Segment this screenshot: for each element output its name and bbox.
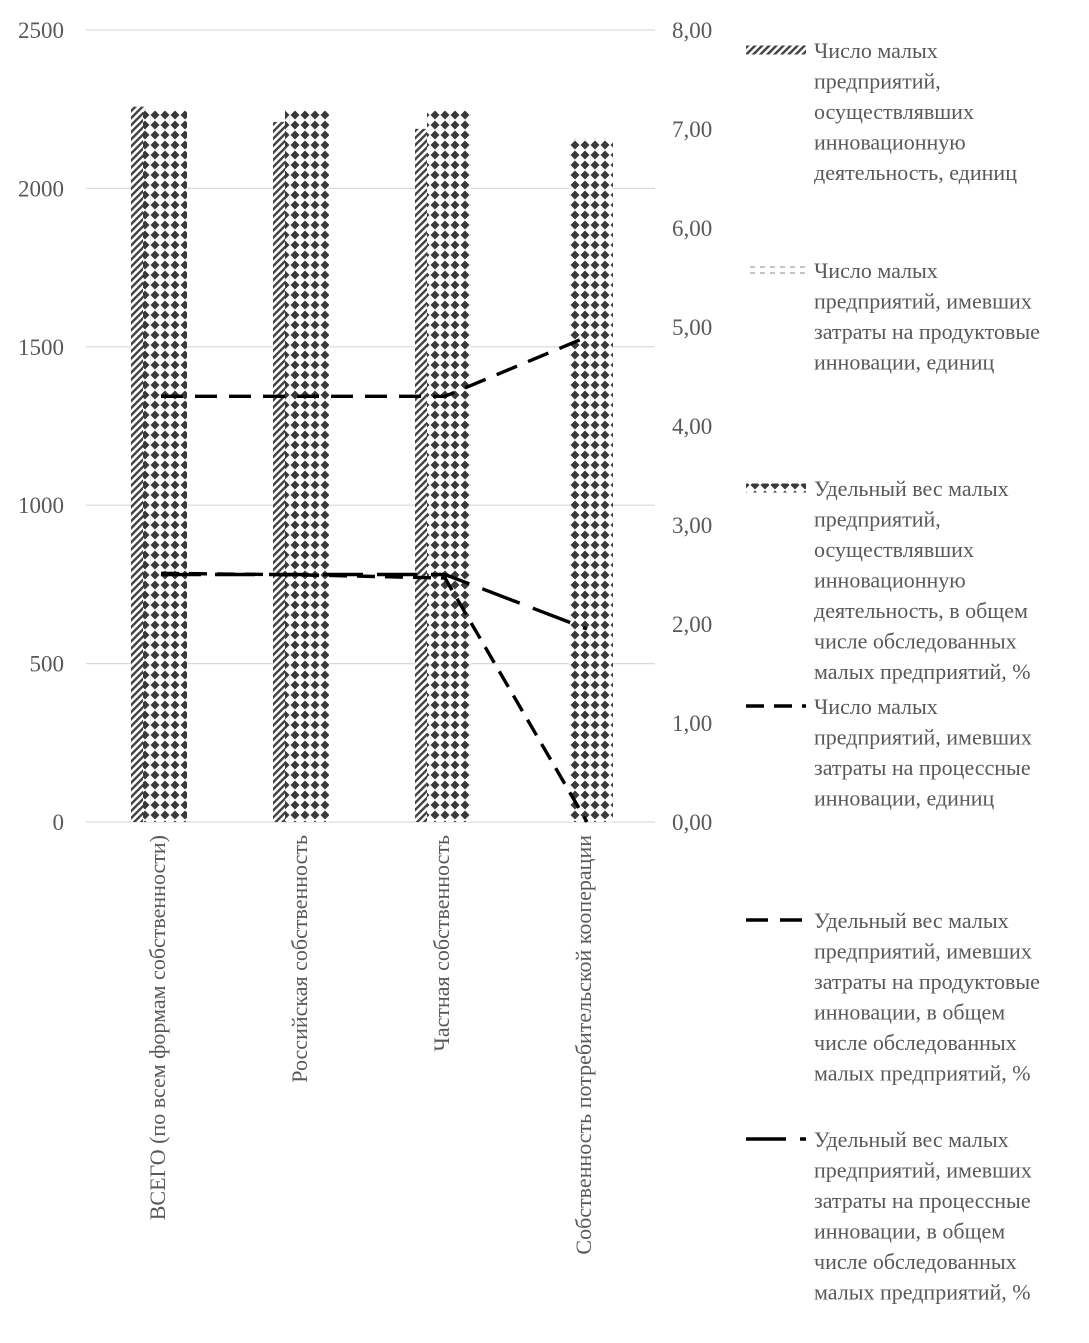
legend-label-line: Удельный вес малых bbox=[814, 476, 1009, 501]
x-category-label: Частная собственность bbox=[429, 835, 454, 1051]
legend-label-line: затраты на процессные bbox=[814, 755, 1031, 780]
y-right-tick-label: 8,00 bbox=[672, 18, 712, 43]
y-left-tick-label: 500 bbox=[30, 652, 65, 677]
y-left-tick-label: 0 bbox=[53, 810, 65, 835]
legend-label-line: осуществлявших bbox=[814, 99, 974, 124]
legend-label-line: предприятий, bbox=[814, 69, 941, 94]
legend-swatch-3 bbox=[746, 484, 806, 493]
legend-label-line: деятельность, единиц bbox=[814, 160, 1017, 185]
y-right-tick-label: 5,00 bbox=[672, 315, 712, 340]
legend-swatch-2 bbox=[746, 266, 806, 274]
bar-series-3 bbox=[427, 109, 471, 822]
legend-label-line: инновации, в общем bbox=[814, 1219, 1005, 1244]
bar-series-3 bbox=[569, 139, 613, 822]
legend-label-line: числе обследованных bbox=[814, 629, 1017, 654]
legend-label-line: предприятий, имевших bbox=[814, 725, 1032, 750]
x-category-label: Собственность потребительской кооперации bbox=[571, 835, 596, 1255]
legend-label-line: предприятий, имевших bbox=[814, 939, 1032, 964]
legend-label-line: предприятий, имевших bbox=[814, 1158, 1032, 1183]
legend-label-line: затраты на продуктовые bbox=[814, 319, 1040, 344]
legend-label-line: предприятий, имевших bbox=[814, 289, 1032, 314]
series-lines bbox=[161, 337, 587, 822]
line-series-5 bbox=[161, 337, 587, 396]
y-left-tick-label: 2000 bbox=[18, 176, 64, 201]
legend-swatch-1 bbox=[746, 46, 806, 55]
legend: Число малых предприятий, осуществлявших инн… bbox=[746, 38, 1040, 1305]
legend-label-line: инновации, единиц bbox=[814, 786, 994, 811]
line-series-6 bbox=[161, 575, 587, 629]
y-left-tick-label: 2500 bbox=[18, 18, 64, 43]
line-series-4 bbox=[161, 573, 587, 822]
y-left-tick-label: 1000 bbox=[18, 493, 64, 518]
legend-label-line: малых предприятий, % bbox=[814, 1061, 1031, 1086]
bar-series-3 bbox=[285, 109, 329, 822]
legend-label-line: Число малых bbox=[814, 38, 938, 63]
legend-label-line: осуществлявших bbox=[814, 537, 974, 562]
legend-label-line: предприятий, bbox=[814, 507, 941, 532]
legend-label-line: малых предприятий, % bbox=[814, 659, 1031, 684]
legend-label-line: малых предприятий, % bbox=[814, 1280, 1031, 1305]
legend-label-line: Удельный вес малых bbox=[814, 1127, 1009, 1152]
y-right-tick-label: 0,00 bbox=[672, 810, 712, 835]
legend-label-line: Число малых bbox=[814, 258, 938, 283]
legend-label-line: затраты на продуктовые bbox=[814, 969, 1040, 994]
legend-label-line: затраты на процессные bbox=[814, 1188, 1031, 1213]
y-right-tick-label: 6,00 bbox=[672, 216, 712, 241]
legend-label-line: инновационную bbox=[814, 568, 966, 593]
bars bbox=[131, 107, 613, 822]
bar-series-3 bbox=[143, 109, 187, 822]
x-category-label: ВСЕГО (по всем формам собственности) bbox=[145, 835, 170, 1220]
y-right-tick-label: 3,00 bbox=[672, 513, 712, 538]
legend-label-line: деятельность, в общем bbox=[814, 598, 1028, 623]
x-category-label: Российская собственность bbox=[287, 835, 312, 1083]
legend-label-line: числе обследованных bbox=[814, 1249, 1017, 1274]
y-left-tick-label: 1500 bbox=[18, 335, 64, 360]
legend-label-line: Число малых bbox=[814, 694, 938, 719]
legend-label-line: инновационную bbox=[814, 130, 966, 155]
y-right-tick-label: 2,00 bbox=[672, 612, 712, 637]
legend-label-line: Удельный вес малых bbox=[814, 908, 1009, 933]
y-right-tick-label: 7,00 bbox=[672, 117, 712, 142]
legend-label-line: числе обследованных bbox=[814, 1030, 1017, 1055]
legend-label-line: инновации, единиц bbox=[814, 350, 994, 375]
y-right-tick-label: 1,00 bbox=[672, 711, 712, 736]
y-right-tick-label: 4,00 bbox=[672, 414, 712, 439]
legend-label-line: инновации, в общем bbox=[814, 1000, 1005, 1025]
